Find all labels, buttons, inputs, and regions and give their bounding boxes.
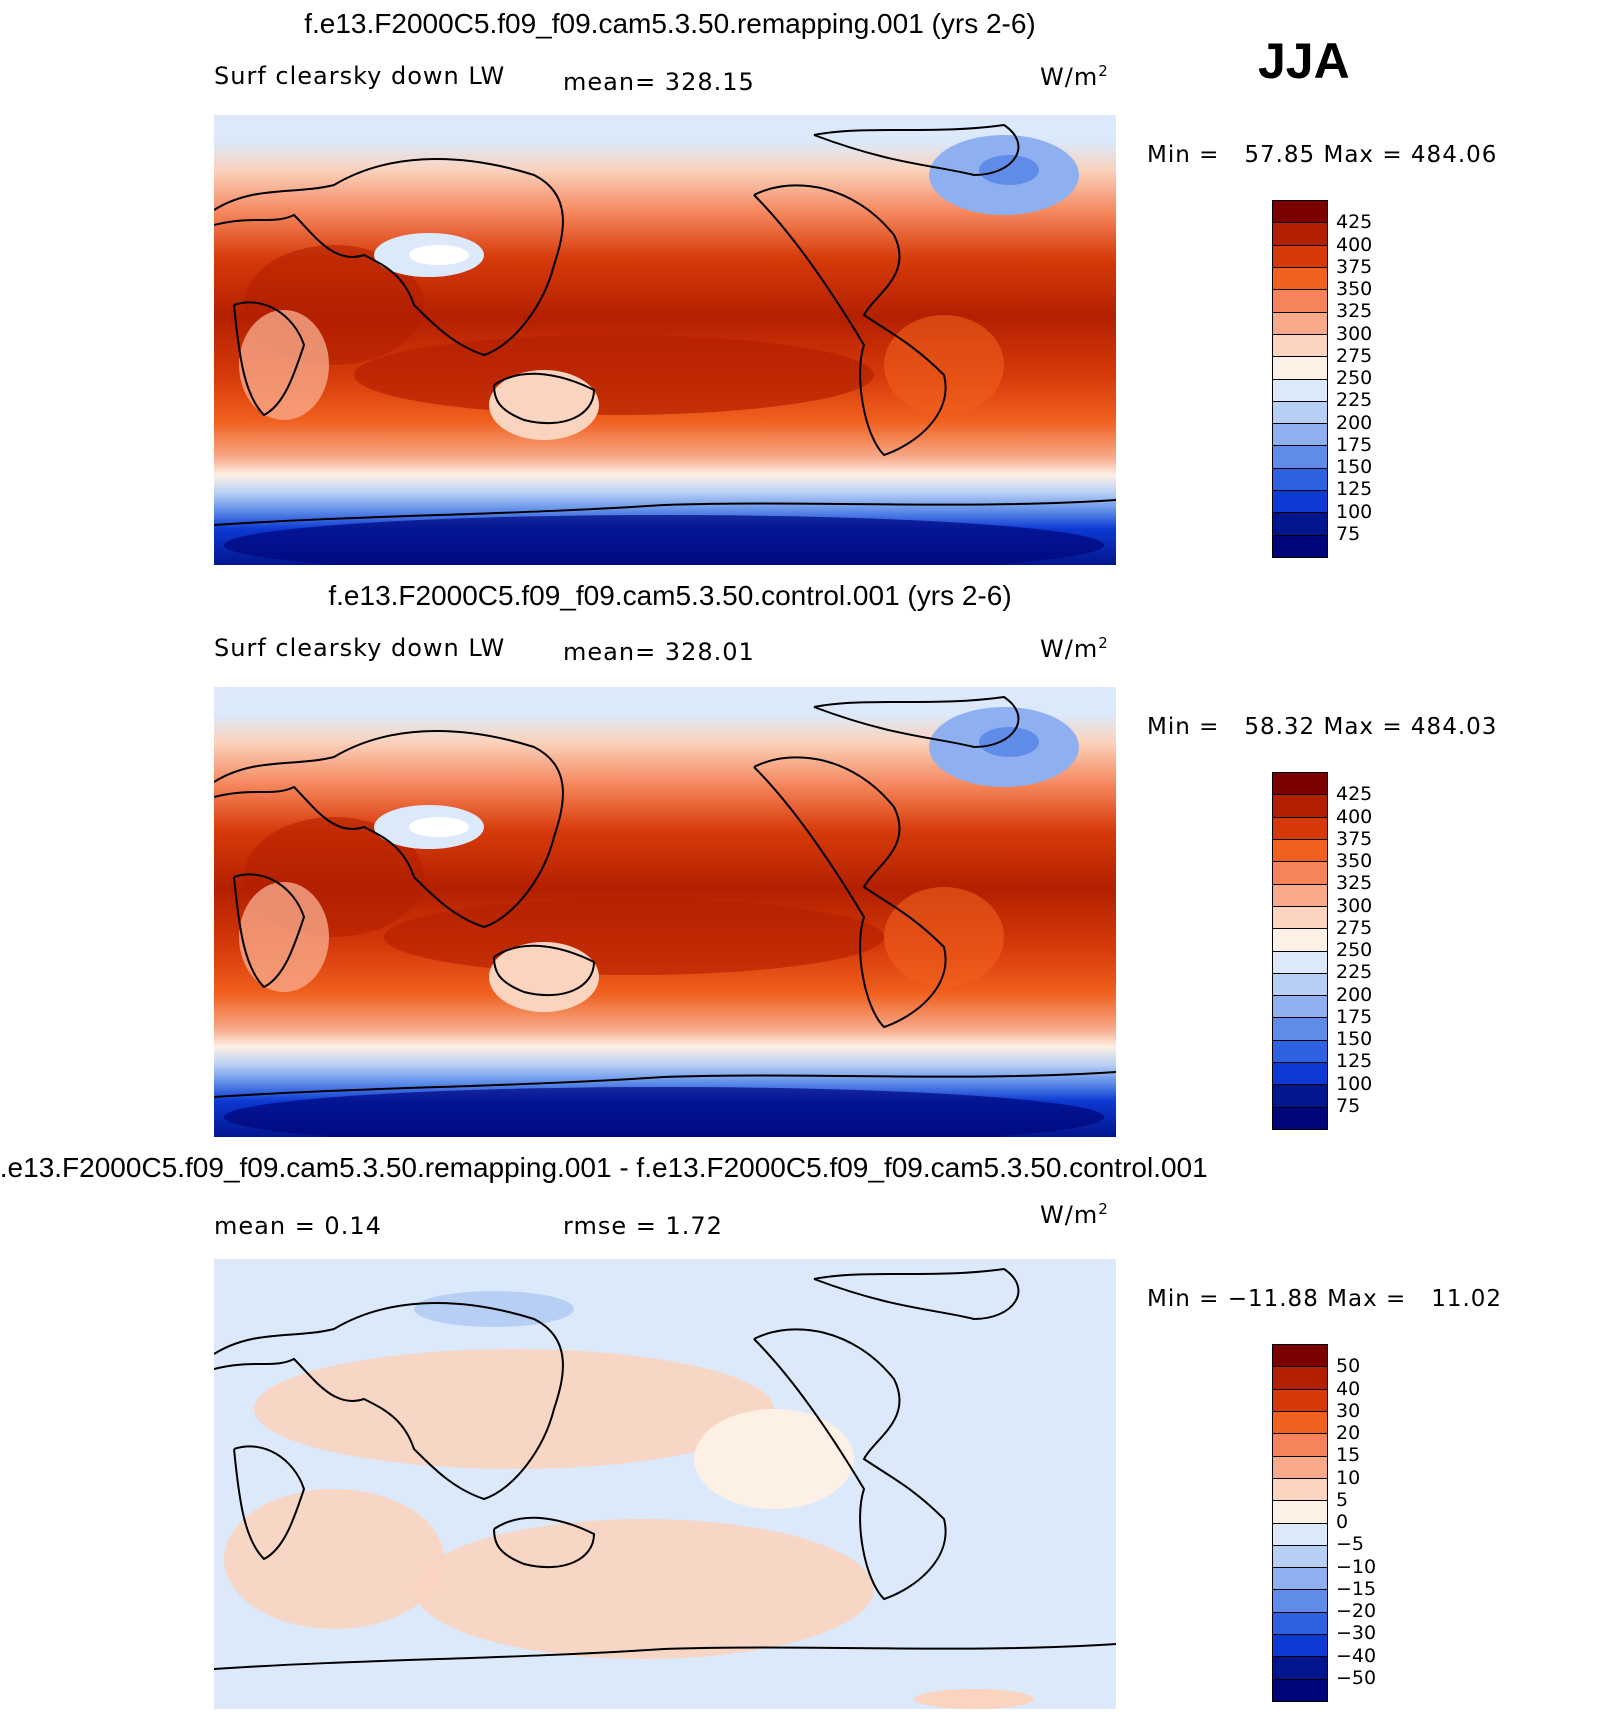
variable-label: Surf clearsky down LW — [214, 634, 506, 662]
mean-label: mean= 328.01 — [563, 638, 755, 666]
map-plot — [214, 687, 1116, 1137]
colorbar-tick: 150 — [1336, 456, 1373, 478]
colorbar-tick: 20 — [1336, 1422, 1361, 1444]
colorbar-ticks: 425 400 375 350 325 300 275 250 225 200 … — [1336, 772, 1416, 1128]
colorbar-tick: 225 — [1336, 961, 1373, 984]
colorbar-tick: 350 — [1336, 850, 1373, 872]
colorbar-tick: 400 — [1336, 233, 1373, 256]
colorbar-tick: −40 — [1336, 1644, 1377, 1667]
map-plot — [214, 115, 1116, 565]
colorbar-tick: 325 — [1336, 300, 1373, 323]
colorbar-tick: 75 — [1336, 522, 1361, 545]
colorbar-tick: 200 — [1336, 411, 1373, 434]
colorbar-tick: −20 — [1336, 1600, 1377, 1622]
colorbar-tick: 100 — [1336, 1072, 1373, 1095]
colorbar-tick: 225 — [1336, 389, 1373, 412]
units-label: W/m2 — [1040, 634, 1109, 663]
colorbar-tick: 125 — [1336, 478, 1373, 501]
map-plot — [214, 1259, 1116, 1709]
panel-title: f.e13.F2000C5.f09_f09.cam5.3.50.remappin… — [0, 1152, 1208, 1183]
colorbar-tick: 125 — [1336, 1050, 1373, 1073]
mean-label: mean= 328.15 — [563, 68, 755, 96]
colorbar-tick: 5 — [1336, 1488, 1349, 1511]
colorbar-tick: 0 — [1336, 1511, 1349, 1533]
colorbar-tick: −30 — [1336, 1622, 1377, 1645]
colorbar — [1272, 1344, 1328, 1702]
colorbar-tick: 40 — [1336, 1377, 1361, 1400]
colorbar-tick: 175 — [1336, 1005, 1373, 1028]
season-label: JJA — [1258, 33, 1350, 89]
colorbar-ticks: 50 40 30 20 15 10 5 0 −5 −10 −15 −20 −30… — [1336, 1344, 1416, 1700]
colorbar-tick: 275 — [1336, 916, 1373, 939]
colorbar-tick: 175 — [1336, 433, 1373, 456]
panel-difference: f.e13.F2000C5.f09_f09.cam5.3.50.remappin… — [0, 1144, 1608, 1714]
colorbar-tick: −15 — [1336, 1577, 1377, 1600]
colorbar-tick: 425 — [1336, 783, 1373, 806]
colorbar-tick: 375 — [1336, 827, 1373, 850]
units-label: W/m2 — [1040, 62, 1109, 91]
minmax-label: Min = −11.88 Max = 11.02 — [1147, 1286, 1503, 1312]
colorbar-tick: −10 — [1336, 1555, 1377, 1578]
colorbar-tick: 250 — [1336, 939, 1373, 961]
colorbar-tick: 100 — [1336, 500, 1373, 523]
colorbar — [1272, 200, 1328, 558]
minmax-label: Min = 57.85 Max = 484.06 — [1147, 142, 1498, 168]
colorbar-tick: 30 — [1336, 1399, 1361, 1422]
variable-label: Surf clearsky down LW — [214, 62, 506, 90]
colorbar-tick: 300 — [1336, 894, 1373, 917]
colorbar-tick: 75 — [1336, 1094, 1361, 1117]
colorbar-tick: −50 — [1336, 1666, 1377, 1689]
colorbar-tick: −5 — [1336, 1533, 1365, 1556]
units-label: W/m2 — [1040, 1200, 1109, 1229]
colorbar-tick: 425 — [1336, 211, 1373, 234]
colorbar-tick: 350 — [1336, 278, 1373, 300]
mean-label: mean = 0.14 — [214, 1212, 382, 1240]
colorbar — [1272, 772, 1328, 1130]
minmax-label: Min = 58.32 Max = 484.03 — [1147, 714, 1498, 740]
colorbar-tick: 250 — [1336, 367, 1373, 389]
colorbar-tick: 15 — [1336, 1444, 1361, 1467]
colorbar-tick: 10 — [1336, 1466, 1361, 1489]
colorbar-tick: 325 — [1336, 872, 1373, 895]
colorbar-ticks: 425 400 375 350 325 300 275 250 225 200 … — [1336, 200, 1416, 556]
colorbar-tick: 300 — [1336, 322, 1373, 345]
rmse-label: rmse = 1.72 — [563, 1212, 723, 1240]
colorbar-tick: 275 — [1336, 344, 1373, 367]
colorbar-tick: 375 — [1336, 255, 1373, 278]
colorbar-tick: 400 — [1336, 805, 1373, 828]
panel-title: f.e13.F2000C5.f09_f09.cam5.3.50.remappin… — [304, 8, 1036, 39]
panel-title: f.e13.F2000C5.f09_f09.cam5.3.50.control.… — [328, 580, 1012, 611]
colorbar-tick: 50 — [1336, 1355, 1361, 1378]
colorbar-tick: 150 — [1336, 1028, 1373, 1050]
panel-remapping: f.e13.F2000C5.f09_f09.cam5.3.50.remappin… — [0, 0, 1608, 570]
panel-control: f.e13.F2000C5.f09_f09.cam5.3.50.control.… — [0, 572, 1608, 1142]
colorbar-tick: 200 — [1336, 983, 1373, 1006]
